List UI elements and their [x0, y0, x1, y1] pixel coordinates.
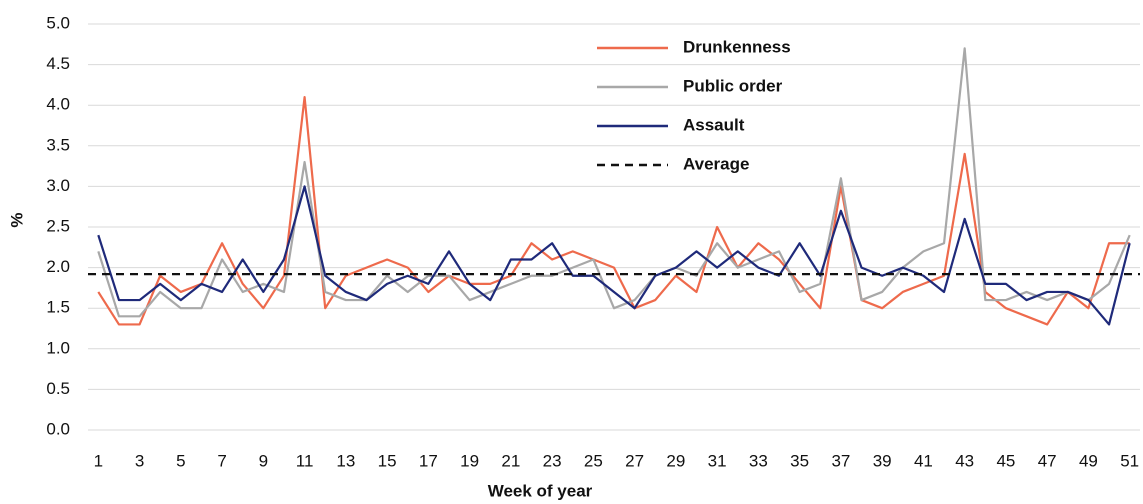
- y-tick-label: 0.5: [46, 379, 70, 398]
- y-tick-label: 1.0: [46, 338, 70, 357]
- x-axis-title: Week of year: [488, 481, 593, 500]
- y-tick-label: 4.0: [46, 95, 70, 114]
- legend-label: Average: [683, 154, 749, 173]
- series-line: [97, 185, 1131, 326]
- x-tick-label: 37: [831, 451, 850, 470]
- y-tick-label: 5.0: [46, 13, 70, 32]
- x-tick-label: 5: [176, 451, 185, 470]
- x-tick-label: 31: [708, 451, 727, 470]
- y-tick-label: 0.0: [46, 419, 70, 438]
- legend-label: Assault: [683, 115, 745, 134]
- y-axis-title: %: [7, 212, 26, 227]
- y-tick-label: 2.5: [46, 216, 70, 235]
- x-tick-label: 27: [625, 451, 644, 470]
- x-tick-label: 19: [460, 451, 479, 470]
- x-tick-label: 47: [1038, 451, 1057, 470]
- x-tick-label: 33: [749, 451, 768, 470]
- x-tick-label: 25: [584, 451, 603, 470]
- x-tick-label: 43: [955, 451, 974, 470]
- x-tick-label: 35: [790, 451, 809, 470]
- x-tick-label: 39: [873, 451, 892, 470]
- x-tick-label: 45: [996, 451, 1015, 470]
- x-tick-label: 21: [501, 451, 520, 470]
- x-tick-label: 51: [1120, 451, 1139, 470]
- y-tick-label: 2.0: [46, 257, 70, 276]
- x-tick-label: 13: [336, 451, 355, 470]
- x-tick-label: 23: [543, 451, 562, 470]
- y-tick-label: 4.5: [46, 54, 70, 73]
- x-tick-label: 11: [296, 451, 314, 470]
- x-tick-label: 29: [666, 451, 685, 470]
- x-tick-label: 7: [217, 451, 226, 470]
- x-tick-label: 49: [1079, 451, 1098, 470]
- y-tick-label: 3.0: [46, 176, 70, 195]
- y-tick-label: 3.5: [46, 135, 70, 154]
- x-tick-label: 1: [94, 451, 103, 470]
- series-line: [97, 47, 1131, 318]
- x-tick-label: 41: [914, 451, 933, 470]
- series-line: [97, 95, 1130, 326]
- x-tick-label: 17: [419, 451, 438, 470]
- x-tick-label: 9: [259, 451, 268, 470]
- x-tick-label: 3: [135, 451, 144, 470]
- legend-label: Public order: [683, 76, 783, 95]
- y-tick-label: 1.5: [46, 298, 70, 317]
- legend-label: Drunkenness: [683, 37, 791, 56]
- x-tick-label: 15: [378, 451, 397, 470]
